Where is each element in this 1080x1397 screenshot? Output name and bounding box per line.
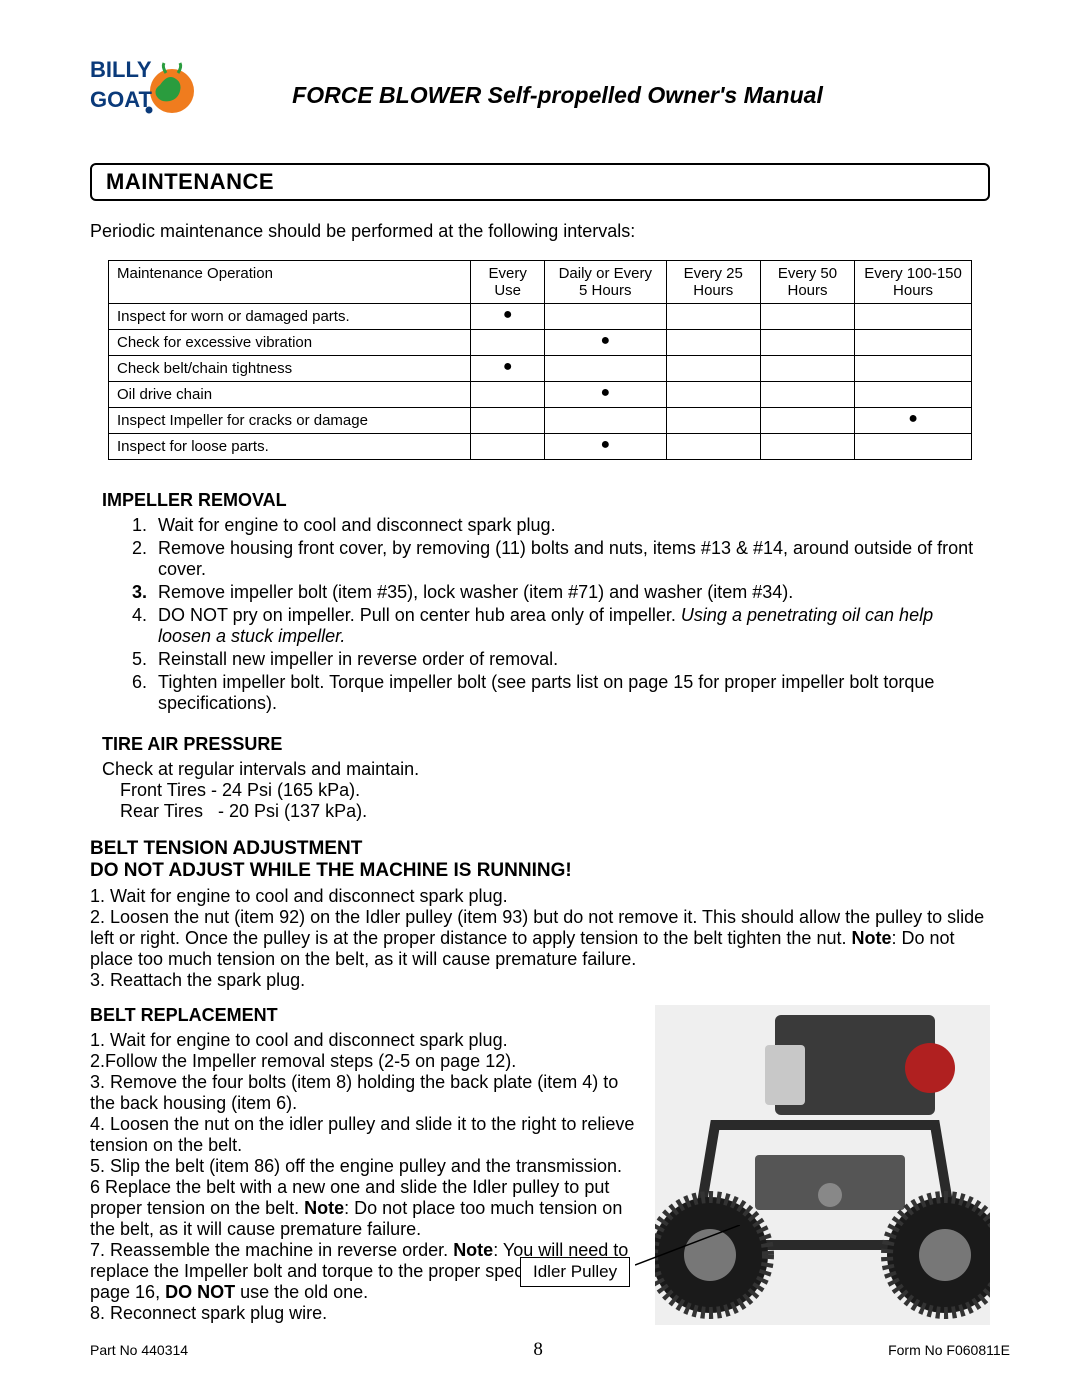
table-header: Maintenance Operation	[109, 261, 471, 304]
maintenance-table: Maintenance OperationEvery UseDaily or E…	[108, 260, 972, 460]
table-cell-operation: Check belt/chain tightness	[109, 356, 471, 382]
footer-part-no: Part No 440314	[90, 1342, 188, 1358]
table-cell-dot	[760, 408, 854, 434]
table-header: Every 50 Hours	[760, 261, 854, 304]
table-cell-dot	[666, 356, 760, 382]
table-row: Inspect Impeller for cracks or damage ●	[109, 408, 972, 434]
table-cell-dot	[855, 434, 972, 460]
table-cell-dot	[471, 330, 544, 356]
intro-text: Periodic maintenance should be performed…	[90, 221, 990, 242]
table-header: Every 25 Hours	[666, 261, 760, 304]
tire-pressure-block: TIRE AIR PRESSURE Check at regular inter…	[102, 734, 990, 822]
table-cell-dot	[855, 382, 972, 408]
list-item: DO NOT pry on impeller. Pull on center h…	[152, 605, 990, 647]
table-cell-dot	[471, 434, 544, 460]
table-cell-operation: Check for excessive vibration	[109, 330, 471, 356]
product-illustration: Idler Pulley	[655, 1005, 990, 1325]
table-cell-dot	[760, 356, 854, 382]
document-title: FORCE BLOWER Self-propelled Owner's Manu…	[225, 82, 990, 109]
table-header: Daily or Every 5 Hours	[544, 261, 666, 304]
list-item: Reinstall new impeller in reverse order …	[152, 649, 990, 670]
table-row: Check for excessive vibration ●	[109, 330, 972, 356]
belt-replacement-heading: BELT REPLACEMENT	[90, 1005, 639, 1026]
table-row: Oil drive chain ●	[109, 382, 972, 408]
logo-text-top: BILLY	[90, 57, 152, 82]
belt-tension-heading: BELT TENSION ADJUSTMENT DO NOT ADJUST WH…	[90, 838, 990, 882]
table-cell-dot	[760, 382, 854, 408]
table-cell-dot: ●	[544, 434, 666, 460]
table-cell-dot	[760, 304, 854, 330]
table-cell-dot: ●	[544, 330, 666, 356]
table-cell-dot	[666, 434, 760, 460]
logo-text-bottom: GOAT	[90, 87, 152, 112]
table-cell-dot	[666, 382, 760, 408]
table-header: Every 100-150 Hours	[855, 261, 972, 304]
belt-tension-body: 1. Wait for engine to cool and disconnec…	[90, 886, 990, 991]
table-cell-dot	[471, 382, 544, 408]
brand-logo: BILLY GOAT	[90, 55, 195, 135]
tire-pressure-heading: TIRE AIR PRESSURE	[102, 734, 990, 755]
footer-form-no: Form No F060811E	[888, 1342, 1010, 1358]
table-cell-operation: Inspect for loose parts.	[109, 434, 471, 460]
table-cell-dot	[666, 330, 760, 356]
table-cell-dot	[544, 356, 666, 382]
list-item: Wait for engine to cool and disconnect s…	[152, 515, 990, 536]
list-item: Remove housing front cover, by removing …	[152, 538, 990, 580]
table-cell-dot: ●	[471, 304, 544, 330]
table-cell-dot	[760, 434, 854, 460]
table-cell-dot: ●	[544, 382, 666, 408]
table-cell-operation: Inspect Impeller for cracks or damage	[109, 408, 471, 434]
table-cell-dot	[855, 304, 972, 330]
list-item: Tighten impeller bolt. Torque impeller b…	[152, 672, 990, 714]
table-cell-dot: ●	[855, 408, 972, 434]
table-cell-dot	[544, 304, 666, 330]
tire-line1: Check at regular intervals and maintain.	[102, 759, 990, 780]
impeller-removal-heading: IMPELLER REMOVAL	[102, 490, 990, 511]
table-row: Inspect for worn or damaged parts.●	[109, 304, 972, 330]
table-cell-operation: Inspect for worn or damaged parts.	[109, 304, 471, 330]
table-header: Every Use	[471, 261, 544, 304]
table-row: Check belt/chain tightness●	[109, 356, 972, 382]
table-cell-dot	[544, 408, 666, 434]
table-cell-dot	[666, 304, 760, 330]
table-cell-dot	[855, 330, 972, 356]
impeller-steps-list: Wait for engine to cool and disconnect s…	[152, 515, 990, 714]
section-header-box: MAINTENANCE	[90, 163, 990, 201]
table-cell-operation: Oil drive chain	[109, 382, 471, 408]
table-cell-dot	[471, 408, 544, 434]
table-cell-dot: ●	[471, 356, 544, 382]
tire-rear: Rear Tires - 20 Psi (137 kPa).	[120, 801, 990, 822]
section-title: MAINTENANCE	[106, 169, 974, 195]
tire-front: Front Tires - 24 Psi (165 kPa).	[120, 780, 990, 801]
list-item: Remove impeller bolt (item #35), lock wa…	[152, 582, 990, 603]
table-cell-dot	[666, 408, 760, 434]
table-cell-dot	[855, 356, 972, 382]
table-row: Inspect for loose parts. ●	[109, 434, 972, 460]
table-cell-dot	[760, 330, 854, 356]
idler-pulley-callout: Idler Pulley	[520, 1257, 630, 1287]
page-header: BILLY GOAT FORCE BLOWER Self-propelled O…	[90, 55, 990, 135]
page-number: 8	[533, 1339, 543, 1361]
page-footer: Part No 440314 8 Form No F060811E	[90, 1339, 1010, 1361]
